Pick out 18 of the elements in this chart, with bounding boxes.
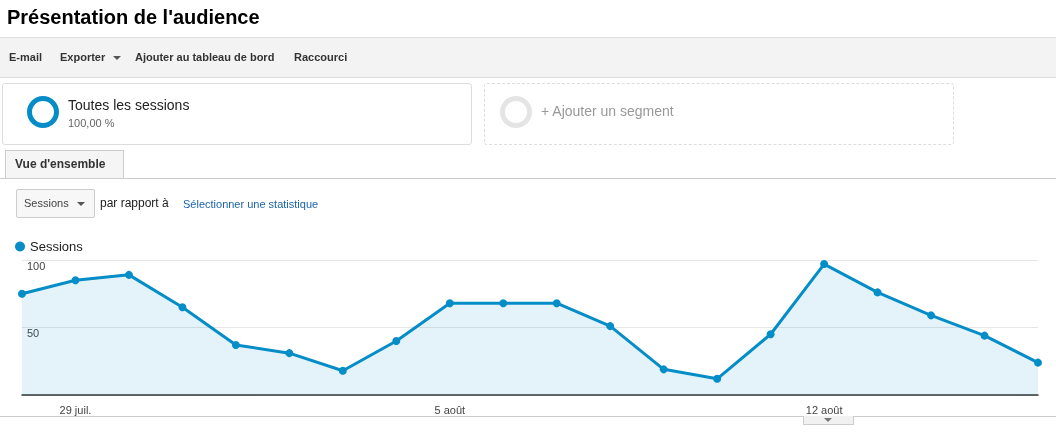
text: + Ajouter un segment (541, 103, 674, 119)
text: E-mail (9, 51, 43, 63)
text: Exporter (60, 51, 106, 63)
chart-title: Présentation de l'audience (7, 6, 260, 29)
legend-label: Sessions (30, 239, 84, 254)
x-tick-label: 29 juil. (59, 403, 92, 416)
text: Toutes les sessions (68, 97, 190, 113)
text: par rapport à (100, 196, 169, 210)
text: Ajouter au tableau de bord (135, 51, 275, 63)
text: Sélectionner une statistique (183, 198, 319, 210)
y-tick-label: 50 (27, 327, 40, 339)
y-tick-label: 100 (27, 259, 46, 272)
text: Sessions (24, 197, 69, 209)
text: Raccourci (294, 51, 348, 63)
x-tick-label: 5 août (434, 403, 466, 416)
text: 100,00 % (68, 117, 115, 129)
text: Vue d'ensemble (15, 157, 106, 171)
x-tick-label: 12 août (805, 403, 843, 416)
